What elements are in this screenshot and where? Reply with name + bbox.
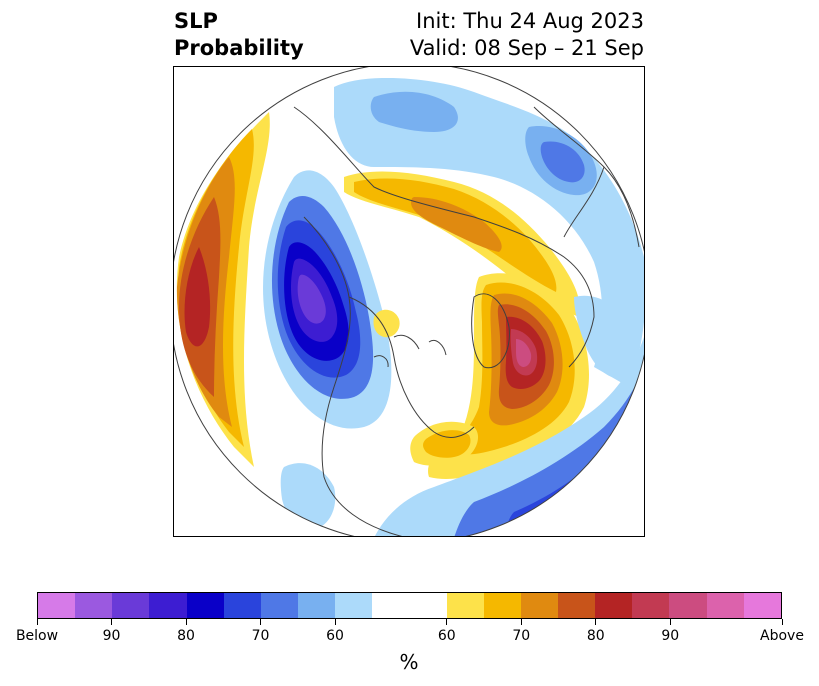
coastlines [174,67,644,536]
init-date: Init: Thu 24 Aug 2023 [416,9,644,33]
colorbar-tick-label: Above [760,628,804,644]
colorbar-segment-above_65 [520,593,558,618]
colorbar-tick [260,619,261,625]
map-dates: Init: Thu 24 Aug 2023 Valid: 08 Sep – 21… [410,8,644,62]
arctic-below-anomaly-2 [370,91,458,132]
colorbar-tick [334,619,336,625]
colorbar-tick-label: 70 [512,628,531,644]
colorbar-segment-below_60 [297,593,336,618]
title-metric: Probability [174,36,304,60]
arctic-islands [373,334,447,368]
colorbar-tick-label: Below [15,628,59,644]
colorbar-segment-below_90plus [38,593,76,618]
valid-range: Valid: 08 Sep – 21 Sep [409,36,644,60]
probability-map [174,67,644,536]
map-panel [173,66,645,537]
colorbar-segment-above_90 [706,593,744,618]
colorbar-tick-label: 60 [437,628,456,644]
colorbar [37,592,782,619]
eurasia-above-anomaly-3 [410,197,502,252]
pacific-above-anomaly-5 [184,247,211,347]
eurasia-coast [293,106,595,368]
colorbar-segment-below_55 [335,593,373,618]
colorbar-tick [185,619,187,625]
colorbar-segment-neutral [372,593,447,618]
colorbar-segment-above_85 [669,593,707,618]
colorbar-tick [669,619,671,625]
colorbar-segment-above_55 [446,593,484,618]
greenland-coast [471,293,510,369]
colorbar-tick-label: 90 [102,628,121,644]
colorbar-tick-label: 80 [177,628,195,644]
colorbar-segment-below_90 [75,593,113,618]
probability-fields [176,77,644,536]
eastern-pacific-below [280,463,336,529]
colorbar-tick [520,619,522,625]
colorbar-tick [36,619,38,625]
map-title: SLP Probability [174,8,304,62]
colorbar-tick-label: 90 [661,628,680,644]
colorbar-segment-below_85 [112,593,150,618]
alaska-below-anomaly-6 [297,274,326,324]
north-america-coast [303,216,475,536]
east-asia-below [574,295,636,378]
colorbar-segment-above_70 [557,593,596,618]
europe-coast [533,106,640,248]
atlantic-above-anomaly-7 [516,339,532,367]
colorbar-segment-below_75 [186,593,224,618]
colorbar-tick-label: 60 [326,628,344,644]
colorbar-tick [781,619,783,625]
pole-above-anomaly [373,309,400,338]
colorbar-tick [111,619,112,625]
colorbar-tick [595,619,597,625]
colorbar-tick-label: 80 [586,628,605,644]
colorbar-segment-below_65 [260,593,298,618]
colorbar-segment-below_80 [149,593,187,618]
colorbar-segment-above_90plus [743,593,781,618]
colorbar-segment-above_60 [483,593,521,618]
colorbar-unit: % [399,650,419,674]
colorbar-segment-above_80 [632,593,670,618]
title-variable: SLP [174,9,218,33]
colorbar-segment-below_70 [223,593,261,618]
east-us-above-anomaly-2 [423,430,471,458]
colorbar-segment-above_75 [595,593,633,618]
colorbar-tick [446,619,448,625]
colorbar-tick-label: 70 [251,628,270,644]
scandinavia-below-anomaly-2 [540,141,585,183]
eurasia-above-anomaly-2 [354,178,557,292]
